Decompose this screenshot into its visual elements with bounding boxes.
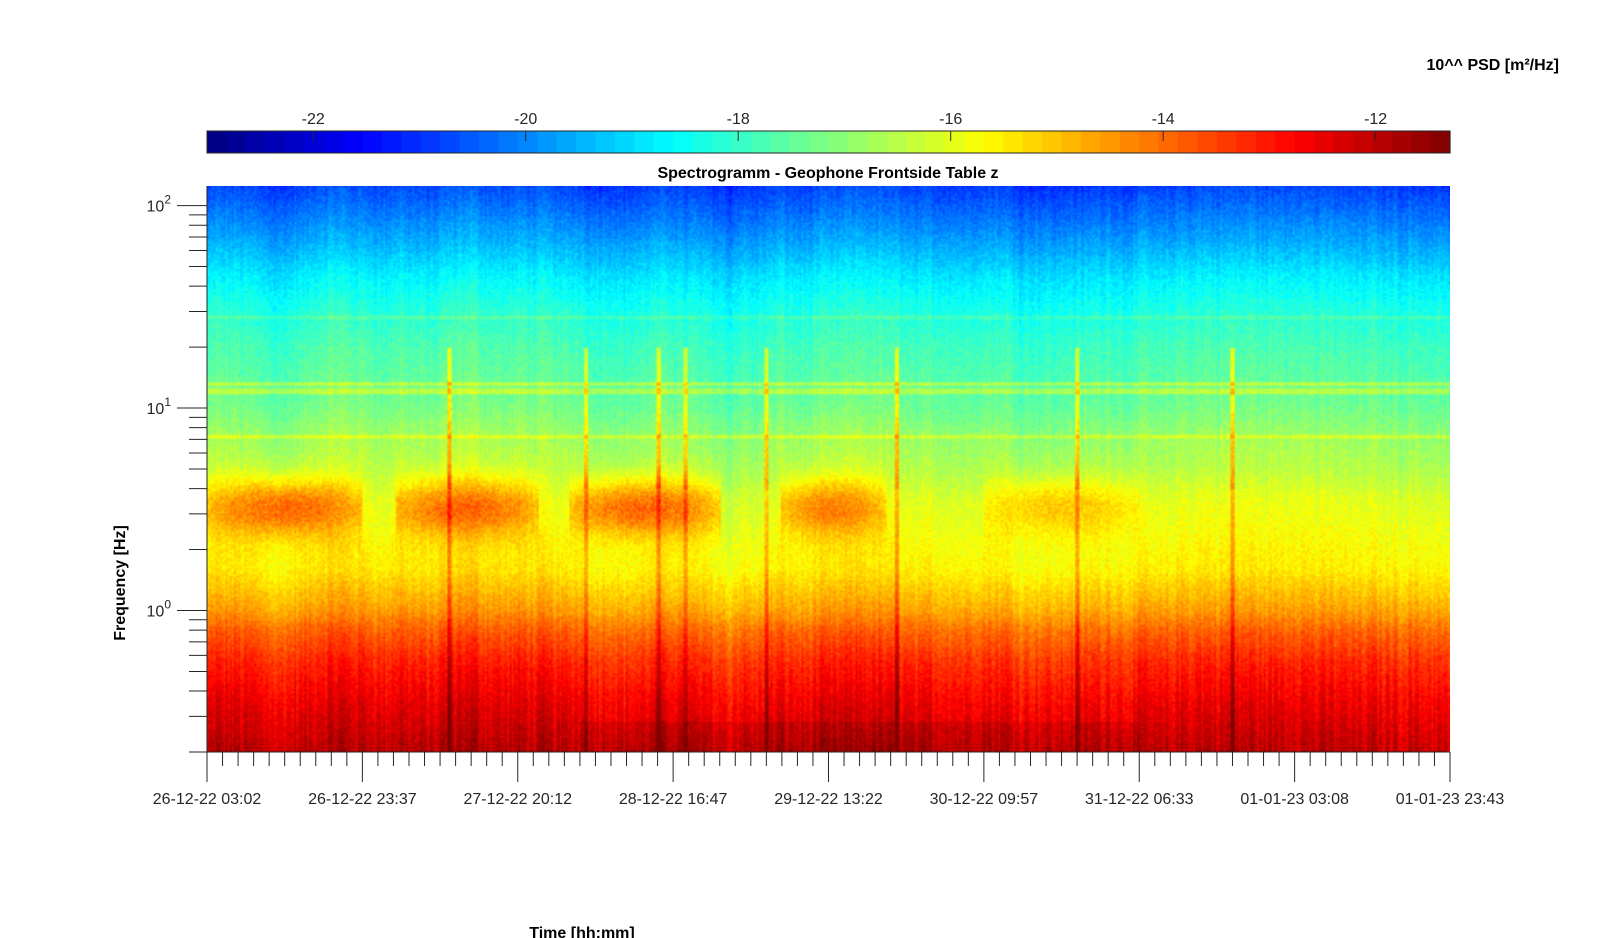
colorbar-step (245, 131, 266, 153)
colorbar-step (1003, 131, 1024, 153)
colorbar-step (906, 131, 927, 153)
colorbar-step (1352, 131, 1373, 153)
colorbar-step (711, 131, 732, 153)
colorbar-step (614, 131, 635, 153)
colorbar-tick-label: -12 (1364, 111, 1387, 128)
colorbar-step (770, 131, 791, 153)
colorbar-step (478, 131, 499, 153)
colorbar-step (731, 131, 752, 153)
colorbar-step (925, 131, 946, 153)
colorbar-step (983, 131, 1004, 153)
colorbar-step (673, 131, 694, 153)
colorbar-step (265, 131, 286, 153)
colorbar-step (1022, 131, 1043, 153)
colorbar-step (1100, 131, 1121, 153)
colorbar-step (207, 131, 228, 153)
colorbar-step (653, 131, 674, 153)
colorbar-step (1372, 131, 1393, 153)
colorbar-step (1391, 131, 1412, 153)
colorbar-step (847, 131, 868, 153)
colorbar-tick-label: -22 (302, 111, 325, 128)
colorbar-step (595, 131, 616, 153)
spectrogram-plot (206, 186, 1450, 753)
y-axis-ticks: 102 101 100 (147, 193, 207, 753)
colorbar-step (498, 131, 519, 153)
x-tick-label: 01-01-23 03:08 (1240, 791, 1349, 808)
colorbar-step (809, 131, 830, 153)
colorbar-step (381, 131, 402, 153)
colorbar-step (828, 131, 849, 153)
colorbar-step (789, 131, 810, 153)
x-tick-label: 30-12-22 09:57 (930, 791, 1039, 808)
colorbar-step (1119, 131, 1140, 153)
colorbar-frame (206, 130, 1451, 154)
colorbar-tick-label: -18 (727, 111, 750, 128)
x-tick-label: 29-12-22 13:22 (774, 791, 883, 808)
colorbar-step (1139, 131, 1160, 153)
spectrogram-heatmap (207, 186, 1450, 752)
colorbar-step (1216, 131, 1237, 153)
colorbar-step (1275, 131, 1296, 153)
y-tick-label: 102 (147, 193, 172, 216)
colorbar-step (1411, 131, 1432, 153)
chart-title: Spectrogramm - Geophone Frontside Table … (657, 165, 998, 182)
colorbar-step (750, 131, 771, 153)
colorbar-step (323, 131, 344, 153)
x-tick-label: 27-12-22 20:12 (463, 791, 572, 808)
colorbar-step (1314, 131, 1335, 153)
colorbar-step (886, 131, 907, 153)
colorbar-step (440, 131, 461, 153)
colorbar-step (1178, 131, 1199, 153)
colorbar-step (1061, 131, 1082, 153)
colorbar-step (1430, 131, 1451, 153)
colorbar-tick-label: -20 (514, 111, 537, 128)
colorbar-label: 10^^ PSD [m²/Hz] (1427, 57, 1559, 74)
x-tick-label: 31-12-22 06:33 (1085, 791, 1194, 808)
colorbar-step (692, 131, 713, 153)
y-axis-label: Frequency [Hz] (112, 525, 129, 641)
colorbar-step (304, 131, 325, 153)
colorbar-step (401, 131, 422, 153)
colorbar-step (537, 131, 558, 153)
colorbar-step (867, 131, 888, 153)
colorbar-step (1294, 131, 1315, 153)
y-tick-label: 100 (147, 598, 172, 621)
colorbar-step (945, 131, 966, 153)
colorbar-step (1236, 131, 1257, 153)
colorbar-step (556, 131, 577, 153)
colorbar-step (1158, 131, 1179, 153)
colorbar-step (459, 131, 480, 153)
colorbar-step (420, 131, 441, 153)
colorbar-step (576, 131, 597, 153)
colorbar-step (226, 131, 247, 153)
colorbar: -22 -20 -18 -16 -14 -12 (206, 111, 1451, 154)
colorbar-ticks: -22 -20 -18 -16 -14 -12 (302, 111, 1387, 141)
colorbar-tick-label: -14 (1152, 111, 1175, 128)
colorbar-step (1080, 131, 1101, 153)
x-tick-label: 28-12-22 16:47 (619, 791, 728, 808)
colorbar-step (634, 131, 655, 153)
colorbar-step (362, 131, 383, 153)
x-tick-label: 01-01-23 23:43 (1396, 791, 1505, 808)
colorbar-step (1255, 131, 1276, 153)
colorbar-step (1197, 131, 1218, 153)
colorbar-step (342, 131, 363, 153)
colorbar-gradient (207, 131, 1451, 153)
x-tick-label: 26-12-22 03:02 (153, 791, 262, 808)
x-tick-label: 26-12-22 23:37 (308, 791, 417, 808)
x-axis-ticks: 26-12-22 03:02 26-12-22 23:37 27-12-22 20:… (153, 752, 1505, 808)
colorbar-step (517, 131, 538, 153)
colorbar-step (1042, 131, 1063, 153)
colorbar-step (964, 131, 985, 153)
colorbar-step (1333, 131, 1354, 153)
colorbar-step (284, 131, 305, 153)
colorbar-tick-label: -16 (939, 111, 962, 128)
x-axis-label: Time [hh:mm] (529, 925, 634, 938)
y-tick-label: 101 (147, 395, 172, 418)
